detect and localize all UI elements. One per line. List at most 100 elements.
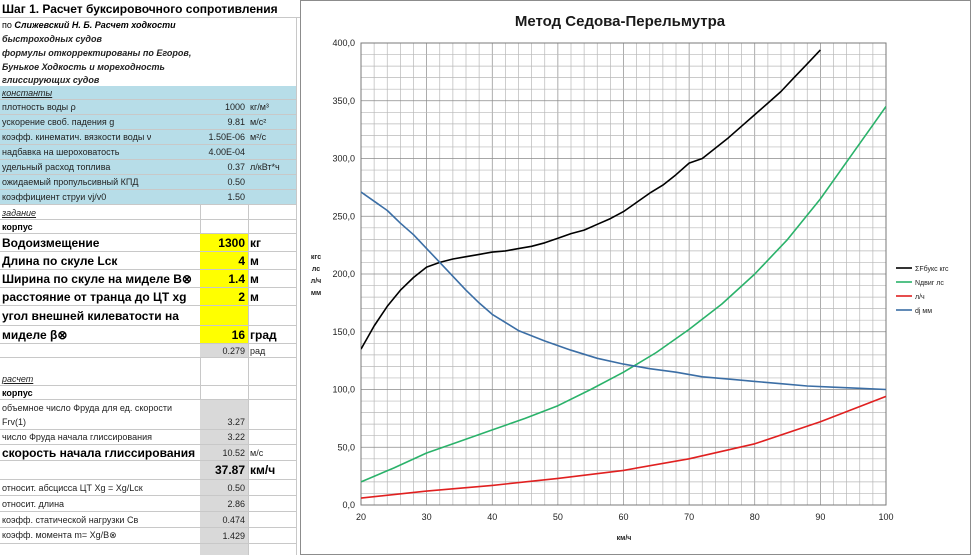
input-row[interactable]: Ширина по скуле на миделе B⊗ 1.4 м	[0, 270, 296, 288]
result-label: коэфф. момента m= Xg/B⊗	[2, 530, 117, 540]
deadrise-label-2: миделе β⊗	[2, 327, 68, 342]
calc-header-row[interactable]: расчет	[0, 372, 296, 386]
reference-row-2[interactable]: быстроходных судов	[0, 32, 296, 46]
input-row[interactable]: Длина по скуле Lск 4 м	[0, 252, 296, 270]
blank-row[interactable]	[0, 544, 296, 555]
constant-label: коэфф. кинематич. вязкости воды ν	[2, 132, 152, 142]
y-tick-label: 300,0	[332, 154, 355, 164]
input-value[interactable]: 4	[200, 252, 248, 269]
x-tick-label: 30	[422, 512, 432, 522]
result-label: относит. абсцисса ЦТ Xg = Xg/Lск	[2, 482, 143, 493]
result-label: относит. длина	[2, 498, 65, 509]
input-value[interactable]: 2	[200, 288, 248, 305]
constant-row[interactable]: коэфф. кинематич. вязкости воды ν 1.50E-0…	[0, 130, 296, 145]
constant-row[interactable]: ожидаемый пропульсивный КПД 0.50	[0, 175, 296, 190]
y-tick-label: 0,0	[342, 500, 355, 510]
result-value: 1.429	[200, 528, 248, 543]
constant-row[interactable]: плотность воды ρ 1000 кг/м³	[0, 100, 296, 115]
deadrise-row-1[interactable]: угол внешней килеватости на	[0, 306, 296, 326]
input-row[interactable]: Водоизмещение 1300 кг	[0, 234, 296, 252]
reference-row-5[interactable]: глиссирующих судов	[0, 73, 296, 86]
x-tick-label: 100	[878, 512, 893, 522]
constant-row[interactable]: ускорение своб. падения g 9.81 м/с²	[0, 115, 296, 130]
constant-unit: кг/м³	[250, 102, 269, 112]
planing-speed-kmh-row[interactable]: 37.87 км/ч	[0, 461, 296, 480]
deadrise-rad-value: 0.279	[200, 344, 248, 357]
constants-header-row[interactable]: константы	[0, 86, 296, 100]
x-tick-label: 60	[618, 512, 628, 522]
chart-area[interactable]: Метод Седова-Перельмутра 20 30 40 50 60 70 80 90…	[300, 0, 971, 555]
constant-value[interactable]: 1.50	[227, 192, 245, 202]
froude-value: 3.27	[200, 415, 248, 429]
result-row[interactable]: коэфф. момента m= Xg/B⊗ 1.429	[0, 528, 296, 544]
reference-text: формулы откорректированы по Егоров,	[2, 48, 192, 58]
constant-row[interactable]: надбавка на шероховатость 4.00E-04	[0, 145, 296, 160]
froude-start-label: число Фруда начала глиссирования	[2, 432, 152, 442]
constant-label: ускорение своб. падения g	[2, 117, 115, 127]
y-tick-label: 350,0	[332, 96, 355, 106]
result-label: коэфф. статической нагрузки Cв	[2, 514, 139, 525]
constant-row[interactable]: удельный расход топлива 0.37 л/кВт*ч	[0, 160, 296, 175]
input-label: Длина по скуле Lск	[2, 253, 118, 268]
reference-prefix: по	[2, 20, 12, 30]
constant-unit	[248, 145, 296, 159]
froude-row-2[interactable]: Frv(1) 3.27	[0, 415, 296, 430]
constant-value[interactable]: 4.00E-04	[208, 147, 245, 157]
reference-text: Бунькое Ходкость и мореходность	[2, 61, 165, 72]
constant-label: ожидаемый пропульсивный КПД	[2, 177, 139, 187]
froude-label-2: Frv(1)	[2, 417, 26, 427]
input-label: Ширина по скуле на миделе B⊗	[2, 271, 192, 286]
input-unit: кг	[250, 235, 262, 250]
input-unit: м	[250, 289, 259, 304]
input-row[interactable]: расстояние от транца до ЦТ xg 2 м	[0, 288, 296, 306]
series-line-2	[361, 395, 886, 499]
constant-value[interactable]: 9.81	[227, 117, 245, 127]
constant-value[interactable]: 0.50	[227, 177, 245, 187]
result-row[interactable]: относит. длина 2.86	[0, 496, 296, 512]
constant-value[interactable]: 0.37	[227, 162, 245, 172]
input-value[interactable]: 1300	[200, 234, 248, 251]
froude-start-row[interactable]: число Фруда начала глиссирования 3.22	[0, 430, 296, 445]
constant-value[interactable]: 1.50E-06	[208, 132, 245, 142]
task-header: задание	[2, 207, 37, 218]
spreadsheet-panel: Шаг 1. Расчет буксировочного сопротивлен…	[0, 0, 300, 555]
y-axis-label: мм	[311, 290, 321, 297]
deadrise-rad-row[interactable]: 0.279 рад	[0, 344, 296, 358]
hull-header-row[interactable]: корпус	[0, 220, 296, 234]
constant-value[interactable]: 1000	[224, 102, 245, 112]
y-tick-label: 200,0	[332, 269, 355, 279]
constant-row[interactable]: коэффициент струи vj/v0 1.50	[0, 190, 296, 205]
blank-row[interactable]	[0, 358, 296, 372]
y-tick-label: 400,0	[332, 38, 355, 48]
input-label: Водоизмещение	[2, 235, 100, 250]
constant-label: надбавка на шероховатость	[2, 147, 120, 157]
froude-row-1[interactable]: объемное число Фруда для ед. скорости	[0, 400, 296, 415]
input-value[interactable]: 1.4	[200, 270, 248, 287]
task-header-row[interactable]: задание	[0, 206, 296, 220]
constant-label: удельный расход топлива	[2, 162, 111, 172]
reference-row-1[interactable]: по Слижевский Н. Б. Расчет ходкости	[0, 18, 296, 32]
y-tick-label: 100,0	[332, 385, 355, 395]
plot-area-border	[360, 42, 887, 506]
planing-speed-row[interactable]: скорость начала глиссирования 10.52 м/с	[0, 445, 296, 461]
column-divider	[248, 0, 249, 555]
x-tick-label: 90	[815, 512, 825, 522]
result-row[interactable]: коэфф. статической нагрузки Cв 0.474	[0, 512, 296, 528]
legend-label-1: Nдвиг лс	[915, 280, 944, 287]
deadrise-row-2[interactable]: миделе β⊗ 16 град	[0, 326, 296, 344]
result-value: 0.474	[200, 512, 248, 527]
reference-row-4[interactable]: Бунькое Ходкость и мореходность	[0, 60, 296, 73]
result-value: 0.50	[200, 480, 248, 495]
calc-hull-header-row[interactable]: корпус	[0, 386, 296, 400]
chart-frame	[300, 0, 971, 555]
deadrise-value[interactable]: 16	[200, 326, 248, 343]
x-tick-label: 20	[356, 512, 366, 522]
deadrise-label: угол внешней килеватости на	[2, 308, 179, 323]
x-tick-label: 50	[553, 512, 563, 522]
reference-row-3[interactable]: формулы откорректированы по Егоров,	[0, 46, 296, 60]
legend-label-2: л/ч	[915, 294, 925, 301]
step-title-cell[interactable]: Шаг 1. Расчет буксировочного сопротивлен…	[0, 0, 300, 18]
input-label: расстояние от транца до ЦТ xg	[2, 289, 187, 304]
result-row[interactable]: относит. абсцисса ЦТ Xg = Xg/Lск 0.50	[0, 480, 296, 496]
y-tick-label: 250,0	[332, 211, 355, 221]
